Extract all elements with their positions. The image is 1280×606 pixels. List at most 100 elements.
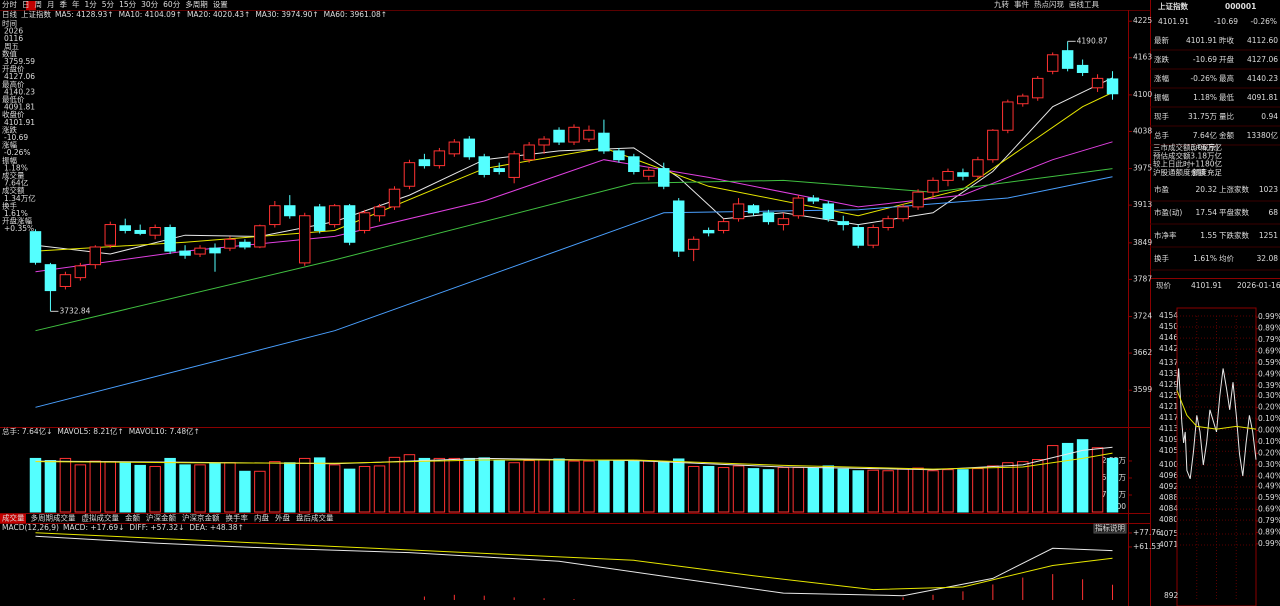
volume-bar bbox=[254, 470, 266, 513]
tool-button[interactable]: 热点闪现 bbox=[1034, 0, 1064, 9]
intraday-label: 现价 bbox=[1156, 281, 1172, 290]
volume-bar bbox=[104, 461, 117, 513]
y2-tick-label: 0.30% bbox=[1258, 391, 1280, 400]
y-tick-label: 4113 bbox=[1159, 424, 1178, 433]
legend-entry: MAVOL10: 7.48亿↑ bbox=[129, 426, 200, 436]
indicator-tab[interactable]: 多周期成交量 bbox=[31, 513, 76, 523]
intraday-line bbox=[1176, 390, 1257, 430]
volume-bar bbox=[299, 457, 311, 513]
period-tab[interactable]: 5分 bbox=[102, 0, 115, 9]
market-label: 预估成交额 bbox=[1153, 150, 1191, 160]
quote-value: 4112.60 bbox=[1247, 36, 1278, 45]
candle-body bbox=[717, 221, 730, 231]
volume-bar bbox=[897, 468, 909, 513]
mavol-line bbox=[35, 452, 1113, 470]
quote-value: 32.08 bbox=[1257, 254, 1279, 263]
quote-value: 4101.91 bbox=[1186, 36, 1217, 45]
y-tick-label: 3913 bbox=[1133, 200, 1152, 209]
info-value: 4140.23 bbox=[4, 87, 35, 96]
y2-tick-label: 0.79% bbox=[1258, 516, 1280, 525]
indicator-tab[interactable]: 换手率 bbox=[226, 513, 249, 523]
quote-value: 4127.06 bbox=[1247, 55, 1278, 64]
info-label: 成交额 bbox=[2, 185, 25, 195]
candle-body bbox=[284, 205, 296, 217]
indicator-tab[interactable]: 盘后成交量 bbox=[296, 513, 334, 523]
quote-label: 最新 bbox=[1154, 35, 1170, 45]
quote-label: 最低 bbox=[1219, 92, 1235, 102]
volume-bar bbox=[463, 457, 476, 513]
tool-button[interactable]: 事件 bbox=[1014, 0, 1030, 9]
volume-bar bbox=[448, 457, 461, 513]
info-value: 2026 bbox=[4, 27, 23, 36]
y-tick-label: 4125 bbox=[1159, 391, 1178, 400]
y-tick-label: 4150 bbox=[1159, 322, 1178, 331]
candle-body bbox=[104, 224, 117, 246]
indicator-tab[interactable]: 沪深京金额 bbox=[182, 513, 220, 523]
indicator-tab[interactable]: 沪深金额 bbox=[146, 513, 176, 523]
info-value: 1.61% bbox=[4, 209, 28, 218]
candle-body bbox=[628, 156, 640, 173]
y-tick-label: 3662 bbox=[1133, 348, 1152, 357]
period-tab[interactable]: 分时 bbox=[2, 0, 17, 9]
volume-bar bbox=[583, 460, 595, 513]
candle-body bbox=[658, 168, 670, 187]
volume-bar bbox=[403, 454, 416, 513]
period-tab[interactable]: 年 bbox=[72, 0, 80, 9]
y-tick-label: 4100 bbox=[1133, 90, 1152, 99]
volume-bar bbox=[852, 470, 864, 513]
period-tab[interactable]: 15分 bbox=[119, 0, 137, 9]
candle-body bbox=[373, 206, 386, 217]
info-value: -0.26% bbox=[4, 148, 31, 157]
candle-body bbox=[478, 156, 490, 175]
volume-bar bbox=[613, 460, 625, 513]
quote-label: 换手 bbox=[1154, 253, 1170, 263]
info-label: 时间 bbox=[2, 18, 17, 28]
info-value: 4091.81 bbox=[4, 103, 35, 112]
candle-body bbox=[643, 169, 655, 177]
tool-button[interactable]: 画线工具 bbox=[1069, 0, 1099, 9]
period-tab[interactable]: 30分 bbox=[141, 0, 159, 9]
volume-bar bbox=[284, 462, 296, 513]
info-label: 数值 bbox=[2, 48, 17, 58]
volume-bar bbox=[672, 458, 685, 513]
info-value: 1.18% bbox=[4, 163, 28, 172]
y-tick-label: 4080 bbox=[1159, 515, 1178, 524]
intraday-date: 2026-01-16,五 bbox=[1237, 281, 1280, 290]
indicator-tab[interactable]: 内盘 bbox=[254, 513, 269, 523]
period-tab[interactable]: 设置 bbox=[213, 0, 228, 9]
indicator-tab[interactable]: 外盘 bbox=[275, 513, 290, 523]
active-tab bbox=[0, 514, 26, 523]
period-tab[interactable]: 60分 bbox=[163, 0, 181, 9]
candle-body bbox=[433, 150, 446, 167]
y-tick-label: 4071 bbox=[1159, 540, 1178, 549]
volume-bar bbox=[418, 457, 431, 513]
candle-body bbox=[343, 205, 356, 243]
min-annotation: 3732.84 bbox=[59, 306, 90, 315]
quote-label: 金额 bbox=[1219, 130, 1235, 140]
candle-body bbox=[702, 229, 715, 234]
market-value: +1180亿 bbox=[1189, 159, 1222, 169]
indicator-tab[interactable]: 虚拟成交量 bbox=[82, 513, 120, 523]
period-tab[interactable]: 日 bbox=[22, 0, 30, 9]
candle-body bbox=[328, 205, 341, 226]
candle-body bbox=[762, 212, 775, 223]
y2-tick-label: 0.49% bbox=[1258, 482, 1280, 491]
candle-body bbox=[1046, 54, 1059, 72]
stock-price: 4101.91 bbox=[1158, 17, 1189, 26]
period-tab[interactable]: 1分 bbox=[85, 0, 98, 9]
period-label: 日线 bbox=[2, 9, 17, 19]
candle-body bbox=[912, 191, 924, 208]
period-tab[interactable]: 季 bbox=[60, 0, 68, 9]
indicator-tab[interactable]: 成交量 bbox=[2, 513, 25, 523]
period-tab[interactable]: 月 bbox=[47, 0, 55, 9]
period-tab[interactable]: 多周期 bbox=[185, 0, 208, 9]
help-button[interactable]: 指标说明 bbox=[1095, 523, 1125, 533]
tool-button[interactable]: 九转 bbox=[994, 0, 1009, 9]
indicator-tab[interactable]: 金额 bbox=[125, 513, 140, 523]
volume-bar bbox=[538, 459, 550, 513]
period-tab[interactable]: 周 bbox=[35, 0, 43, 9]
volume-bar bbox=[927, 470, 939, 513]
y2-tick-label: 0.30% bbox=[1258, 460, 1280, 469]
candle-body bbox=[538, 138, 550, 146]
y2-tick-label: 0.89% bbox=[1258, 527, 1280, 536]
